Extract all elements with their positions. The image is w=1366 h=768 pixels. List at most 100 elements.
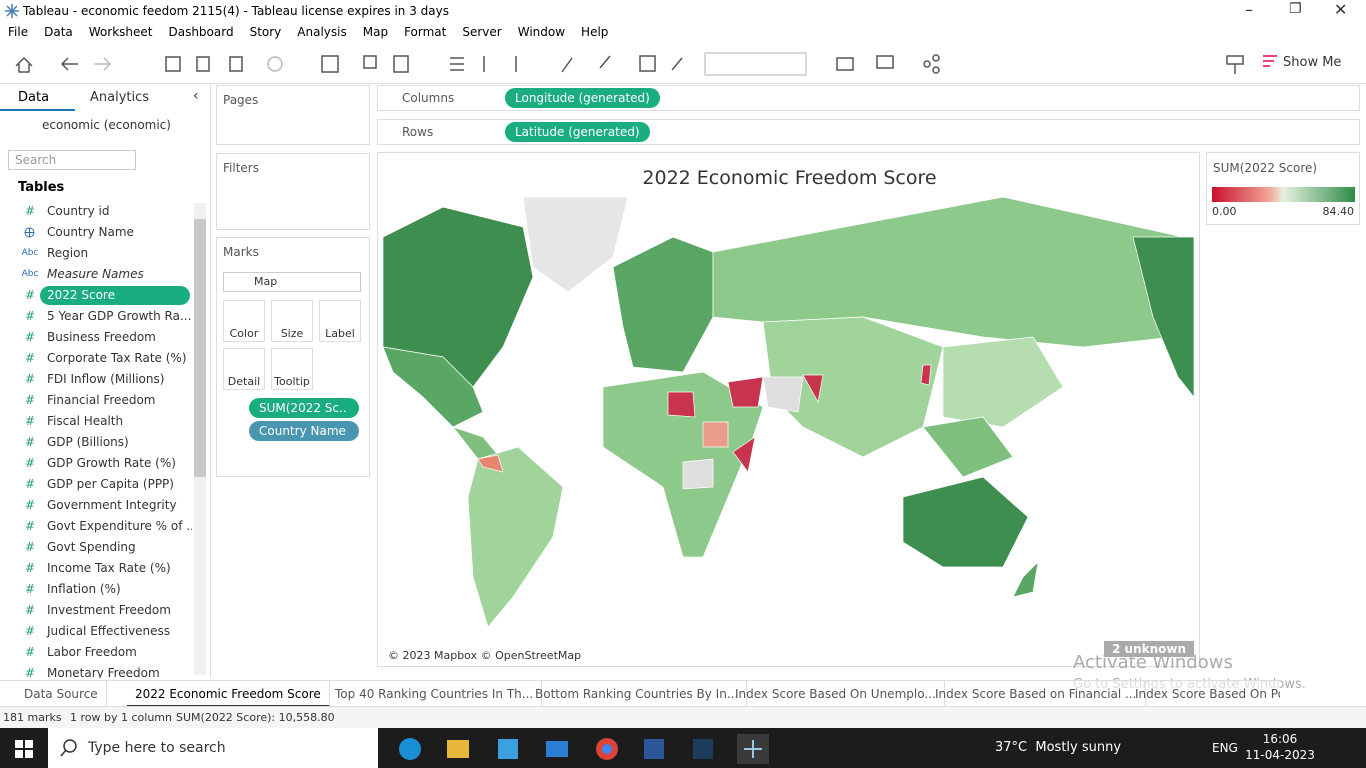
field[interactable]: # Investment Freedom bbox=[0, 600, 190, 620]
tab[interactable]: Data bbox=[18, 90, 50, 105]
sheet-tab[interactable]: Index Score Based On Po bbox=[1127, 681, 1280, 706]
attribution: © 2023 Mapbox © OpenStreetMap bbox=[388, 649, 581, 662]
view: 2022 Economic Freedom Score © 2023 Mapbo… bbox=[377, 152, 1200, 667]
field-icon: # bbox=[24, 435, 36, 449]
search[interactable]: Type here to search bbox=[48, 728, 378, 768]
mark-button[interactable]: Detail bbox=[223, 348, 265, 390]
field-name: Income Tax Rate (%) bbox=[47, 561, 171, 575]
field[interactable]: # GDP per Capita (PPP) bbox=[0, 474, 190, 494]
shelf-label: Filters bbox=[223, 161, 259, 175]
toolbar-icons bbox=[15, 52, 1277, 76]
field[interactable]: #5 Year GDP Growth Ra... bbox=[0, 306, 191, 326]
field[interactable]: # Labor Freedom bbox=[0, 642, 190, 662]
data-source[interactable]: economic (economic) bbox=[42, 118, 171, 132]
menu-item[interactable]: Story bbox=[249, 25, 282, 39]
mark-pill[interactable]: Country Name bbox=[249, 421, 359, 441]
field[interactable]: # Inflation (%) bbox=[0, 579, 190, 599]
show-me[interactable]: Show Me bbox=[1283, 55, 1342, 70]
menu-item[interactable]: Server bbox=[462, 25, 502, 39]
tab[interactable]: Analytics bbox=[90, 90, 150, 105]
scrollbar[interactable] bbox=[194, 203, 206, 675]
field-icon: Abc bbox=[21, 269, 39, 279]
field[interactable]: # Govt Spending bbox=[0, 537, 190, 557]
view-title: 2022 Economic Freedom Score bbox=[642, 167, 937, 189]
sheet-tab[interactable]: Top 40 Ranking Countries In Th... bbox=[327, 681, 543, 706]
menu-item[interactable]: File bbox=[8, 25, 29, 39]
sheet-tab[interactable]: Index Score Based On Unemplo... bbox=[727, 681, 945, 706]
shelf-label: Rows bbox=[402, 125, 434, 139]
field[interactable]: # Corporate Tax Rate (%) bbox=[0, 348, 190, 368]
field-icon: # bbox=[24, 351, 36, 365]
field-name: Measure Names bbox=[47, 267, 144, 281]
field[interactable]: #2022 Score bbox=[0, 285, 190, 305]
field-name: GDP per Capita (PPP) bbox=[47, 477, 174, 491]
field-highlight bbox=[40, 286, 190, 305]
mark-button[interactable]: Color bbox=[223, 300, 265, 342]
mark-button[interactable]: Size bbox=[271, 300, 313, 342]
field[interactable]: # Govt Expenditure % of ... bbox=[0, 516, 192, 536]
menu-item[interactable]: Format bbox=[404, 25, 447, 39]
field[interactable]: # GDP Growth Rate (%) bbox=[0, 453, 190, 473]
pages-shelf: Pages bbox=[216, 85, 370, 145]
sheet-tab[interactable]: Index Score Based on Financial ... bbox=[927, 681, 1146, 706]
menu-item[interactable]: Data bbox=[44, 25, 73, 39]
menu-item[interactable]: Analysis bbox=[297, 25, 347, 39]
field-icon: # bbox=[24, 309, 36, 323]
collapse[interactable]: ‹ bbox=[193, 88, 199, 104]
weather[interactable]: 37°C Mostly sunny bbox=[995, 740, 1122, 755]
field[interactable]: # Judical Effectiveness bbox=[0, 621, 190, 641]
field[interactable]: # Fiscal Health bbox=[0, 411, 190, 431]
field[interactable]: Country Name bbox=[0, 222, 190, 242]
sheet-tab[interactable]: Bottom Ranking Countries By In... bbox=[527, 681, 748, 706]
field-icon: # bbox=[24, 393, 36, 407]
menu-item[interactable]: Map bbox=[362, 25, 389, 39]
rows-pill[interactable]: Latitude (generated) bbox=[505, 122, 650, 142]
mark-button[interactable]: Tooltip bbox=[271, 348, 313, 390]
field-name: GDP Growth Rate (%) bbox=[47, 456, 176, 470]
clock-time: 16:06 bbox=[1262, 732, 1298, 746]
field-name: GDP (Billions) bbox=[47, 435, 129, 449]
field-name: Govt Spending bbox=[47, 540, 136, 554]
sheet-tab[interactable]: Data Source bbox=[0, 681, 107, 706]
start[interactable] bbox=[15, 740, 33, 758]
field[interactable]: # GDP (Billions) bbox=[0, 432, 190, 452]
field-icon: # bbox=[24, 498, 36, 512]
field[interactable]: # Country id bbox=[0, 201, 190, 221]
field-name: Government Integrity bbox=[47, 498, 177, 512]
menu-item[interactable]: Window bbox=[517, 25, 566, 39]
menu-item[interactable]: Help bbox=[581, 25, 609, 39]
mark-button[interactable]: Label bbox=[319, 300, 361, 342]
taskbar: Type here to search 37°C Mostly sunny EN… bbox=[0, 728, 1366, 768]
shelf-label: Marks bbox=[223, 245, 259, 259]
shelf-label: Columns bbox=[402, 91, 455, 105]
legend-ramp bbox=[1212, 187, 1355, 202]
mark-type[interactable]: Map bbox=[223, 272, 361, 292]
menu-item[interactable]: Dashboard bbox=[168, 25, 234, 39]
restore[interactable]: ❐ bbox=[1289, 1, 1302, 17]
field-name: Country Name bbox=[47, 225, 134, 239]
field[interactable]: # Business Freedom bbox=[0, 327, 190, 347]
field-name: Country id bbox=[47, 204, 110, 218]
legend-min: 0.00 bbox=[1212, 205, 1237, 218]
sheet-tab[interactable]: 2022 Economic Freedom Score bbox=[127, 681, 330, 706]
unknown-indicator[interactable]: 2 unknown bbox=[1104, 641, 1195, 657]
minimize[interactable]: – bbox=[1245, 0, 1253, 19]
columns-pill[interactable]: Longitude (generated) bbox=[505, 88, 660, 108]
close[interactable]: ✕ bbox=[1334, 0, 1348, 19]
field[interactable]: # FDI Inflow (Millions) bbox=[0, 369, 190, 389]
field-icon: # bbox=[24, 288, 36, 302]
field-name: Financial Freedom bbox=[47, 393, 156, 407]
field-icon: # bbox=[24, 540, 36, 554]
menu-item[interactable]: Worksheet bbox=[88, 25, 153, 39]
search-box[interactable]: Search bbox=[8, 150, 136, 170]
app-icon bbox=[5, 4, 19, 18]
language[interactable]: ENG bbox=[1212, 741, 1238, 755]
mark-pill[interactable]: SUM(2022 Sc.. bbox=[249, 398, 359, 418]
field[interactable]: # Income Tax Rate (%) bbox=[0, 558, 190, 578]
field[interactable]: Abc Region bbox=[0, 243, 190, 263]
field[interactable]: # Government Integrity bbox=[0, 495, 190, 515]
field[interactable]: Abc Measure Names bbox=[0, 264, 190, 284]
field[interactable]: # Monetary Freedom bbox=[0, 663, 190, 678]
field[interactable]: # Financial Freedom bbox=[0, 390, 190, 410]
menu-bar: File Data Worksheet Dashboard Story Analysis M… bbox=[0, 25, 616, 43]
